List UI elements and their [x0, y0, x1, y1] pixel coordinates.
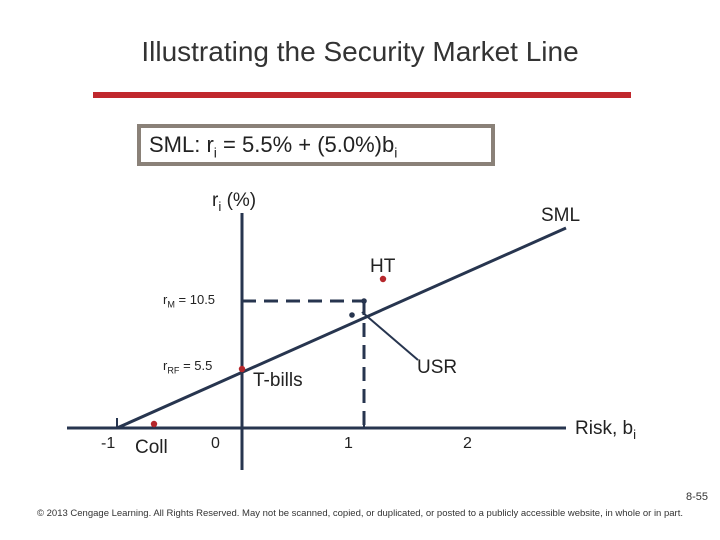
coll-label: Coll: [135, 437, 168, 458]
copyright-notice: © 2013 Cengage Learning. All Rights Rese…: [37, 508, 683, 519]
sml-formula-box: SML: ri = 5.5% + (5.0%)bi: [137, 124, 495, 166]
page-number: 8-55: [685, 491, 708, 503]
x-tick-label-zero: 0: [211, 435, 220, 452]
x-tick-label-minus-one: -1: [101, 435, 116, 452]
market-return-label: rM = 10.5: [163, 292, 216, 310]
point-market: [361, 298, 367, 304]
usr-label: USR: [417, 357, 458, 378]
formula-lhs-subscript: i: [213, 144, 217, 161]
tbills-label: T-bills: [253, 370, 303, 391]
formula-rhs: = 5.5% + (5.0%)b: [216, 132, 395, 157]
risk-free-label: rRF = 5.5: [163, 358, 213, 376]
sml-label: SML: [541, 205, 581, 226]
point-usr: [349, 312, 355, 318]
x-axis-label: Risk, bi: [575, 418, 637, 442]
point-tbills: [238, 365, 246, 373]
x-tick-label-two: 2: [463, 435, 472, 452]
ht-label: HT: [370, 256, 396, 277]
formula-rhs-subscript: i: [394, 144, 398, 161]
y-axis-label: ri (%): [212, 190, 257, 214]
point-ht: [379, 275, 387, 283]
usr-pointer-line: [361, 311, 419, 361]
point-coll: [150, 420, 158, 428]
title-underline: [93, 92, 631, 98]
formula-lhs-prefix: SML: r: [149, 132, 214, 157]
sml-line: [116, 226, 567, 430]
slide-title: Illustrating the Security Market Line: [141, 36, 579, 67]
x-tick-label-one: 1: [344, 435, 353, 452]
